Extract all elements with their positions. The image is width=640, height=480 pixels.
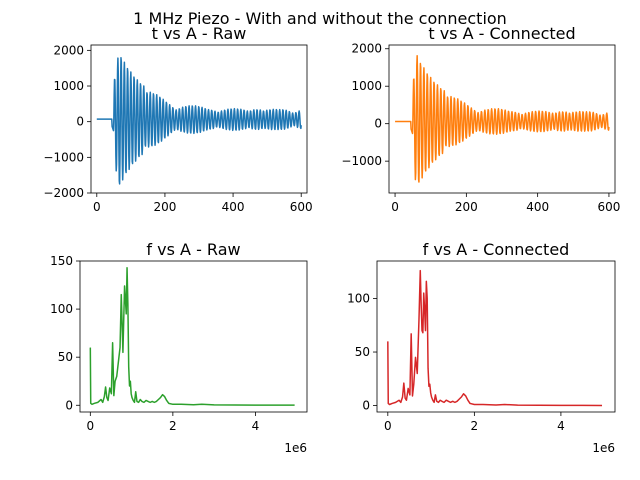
series-line xyxy=(394,54,610,183)
series-line xyxy=(89,266,295,406)
x-tick-label: 2 xyxy=(169,419,177,433)
chart-title: f vs A - Connected xyxy=(423,240,570,259)
x-tick-label: 4 xyxy=(252,419,260,433)
y-tick-label: 2000 xyxy=(53,43,84,57)
x-tick-label: 2 xyxy=(471,419,479,433)
x-offset-text: 1e6 xyxy=(592,441,615,455)
y-tick-label: 150 xyxy=(50,254,73,268)
x-tick-label: 0 xyxy=(384,419,392,433)
y-tick-label: 0 xyxy=(65,398,73,412)
y-tick-label: 50 xyxy=(355,345,370,359)
y-tick-label: 100 xyxy=(347,291,370,305)
series-line xyxy=(387,269,603,407)
y-tick-label: −2000 xyxy=(43,186,84,200)
chart-1: t vs A - Raw 0 200 400 600 −2000 −1000 0 1000 200… xyxy=(43,24,312,214)
axes-frame xyxy=(90,44,308,194)
x-tick-label: 600 xyxy=(597,200,620,214)
axes-frame xyxy=(79,260,308,413)
y-tick-label: 50 xyxy=(58,350,73,364)
chart-title: f vs A - Raw xyxy=(146,240,240,259)
axes-frame xyxy=(388,44,616,194)
chart-title: t vs A - Raw xyxy=(152,24,247,43)
x-tick-label: 200 xyxy=(153,200,176,214)
y-tick-label: 1000 xyxy=(351,79,382,93)
y-tick-label: 2000 xyxy=(351,42,382,56)
chart-title: t vs A - Connected xyxy=(428,24,575,43)
x-tick-label: 400 xyxy=(526,200,549,214)
series-line xyxy=(96,57,302,185)
x-tick-label: 4 xyxy=(557,419,565,433)
y-tick-label: −1000 xyxy=(341,154,382,168)
x-tick-label: 400 xyxy=(222,200,245,214)
y-tick-label: 0 xyxy=(76,115,84,129)
y-tick-label: −1000 xyxy=(43,150,84,164)
axes-frame xyxy=(376,260,616,413)
chart-3: f vs A - Raw 0 2 4 0 50 100 150 1e6 xyxy=(50,240,308,455)
x-offset-text: 1e6 xyxy=(284,441,307,455)
y-tick-label: 0 xyxy=(374,117,382,131)
x-tick-label: 0 xyxy=(391,200,399,214)
x-tick-label: 200 xyxy=(455,200,478,214)
figure-title: 1 MHz Piezo - With and without the conne… xyxy=(133,9,507,28)
x-tick-label: 0 xyxy=(86,419,94,433)
y-tick-label: 1000 xyxy=(53,79,84,93)
x-tick-label: 0 xyxy=(93,200,101,214)
y-tick-label: 0 xyxy=(362,399,370,413)
x-tick-label: 600 xyxy=(290,200,313,214)
chart-4: f vs A - Connected 0 2 4 0 50 100 1e6 xyxy=(347,240,616,455)
y-tick-label: 100 xyxy=(50,302,73,316)
chart-2: t vs A - Connected 0 200 400 600 −1000 0 1000 20… xyxy=(341,24,620,214)
